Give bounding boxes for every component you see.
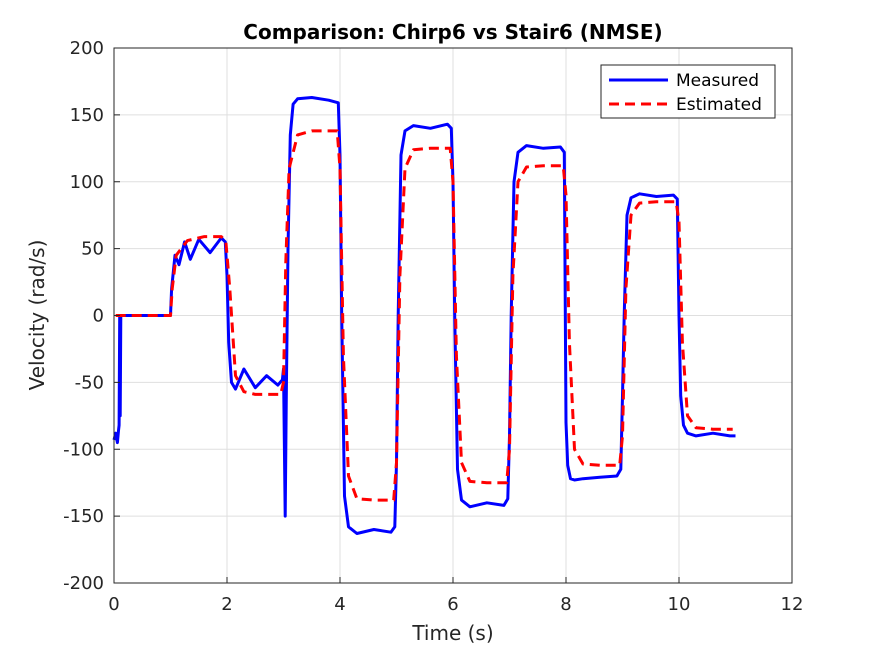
x-tick-label: 8 (560, 594, 571, 615)
x-tick-label: 4 (334, 594, 345, 615)
legend-label-measured: Measured (676, 71, 759, 91)
y-tick-label: 150 (70, 105, 104, 126)
x-axis-label: Time (s) (411, 621, 493, 645)
x-tick-label: 6 (447, 594, 458, 615)
x-tick-label: 10 (668, 594, 691, 615)
y-tick-label: 0 (93, 306, 104, 327)
legend-label-estimated: Estimated (676, 95, 762, 115)
y-tick-label: -100 (63, 439, 104, 460)
series-line-estimated (115, 129, 733, 502)
series-line-measured (112, 96, 736, 535)
y-tick-label: -150 (63, 506, 104, 527)
y-tick-label: 100 (70, 172, 104, 193)
legend: Measured Estimated (600, 64, 776, 119)
ticks: 0 2 4 6 8 10 12 -200 -150 -100 -50 0 50 100 150 200 (63, 38, 803, 615)
chart-title: Comparison: Chirp6 vs Stair6 (NMSE) (243, 20, 662, 44)
x-tick-label: 0 (108, 594, 119, 615)
x-tick-label: 2 (221, 594, 232, 615)
y-tick-label: -50 (75, 372, 104, 393)
legend-box (600, 64, 776, 119)
series-layer (112, 96, 736, 535)
y-tick-label: 200 (70, 38, 104, 59)
y-tick-label: 50 (81, 239, 104, 260)
y-tick-label: -200 (63, 573, 104, 594)
x-tick-label: 12 (781, 594, 804, 615)
y-axis-label: Velocity (rad/s) (25, 240, 49, 391)
